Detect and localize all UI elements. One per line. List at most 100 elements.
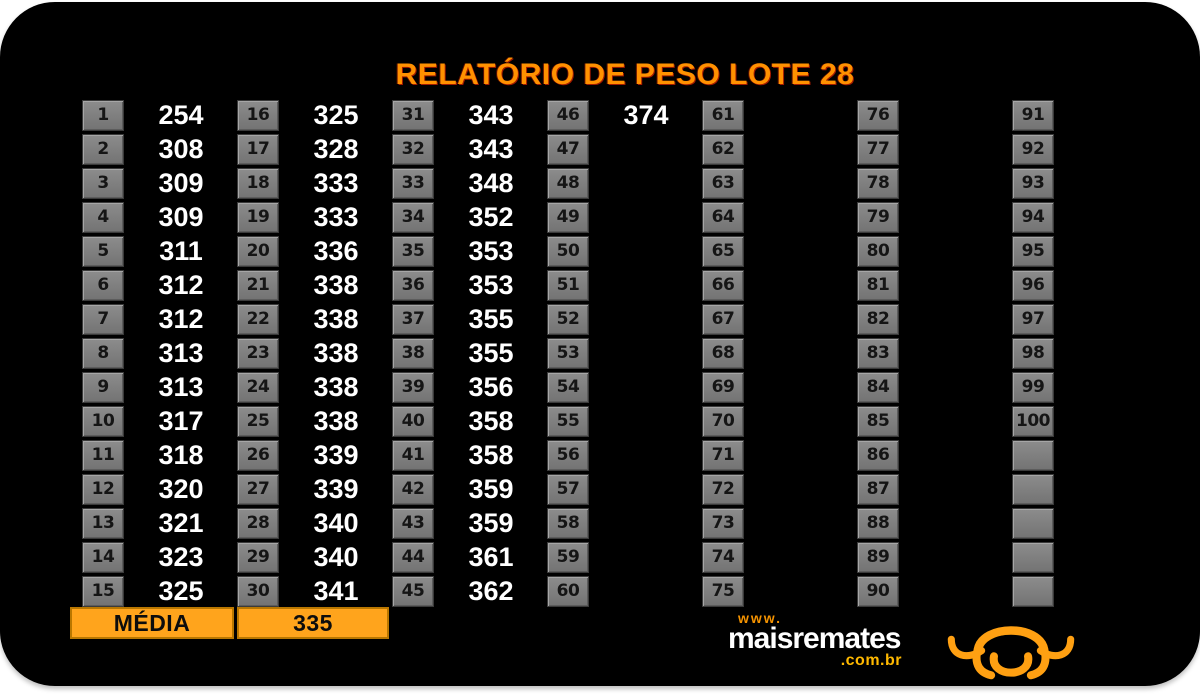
table-row: 96 <box>1012 270 1167 304</box>
animal-number-cell: 32 <box>392 134 434 165</box>
table-row: 56 <box>547 440 702 474</box>
table-row: 13 321 <box>82 508 237 542</box>
animal-number-cell: 42 <box>392 474 434 505</box>
table-row: 100 <box>1012 406 1167 440</box>
animal-number-cell: 31 <box>392 100 434 131</box>
table-row: 85 <box>857 406 1012 440</box>
animal-number-cell: 13 <box>82 508 124 539</box>
table-row: 70 <box>702 406 857 440</box>
animal-number-cell: 9 <box>82 372 124 403</box>
table-row: 51 <box>547 270 702 304</box>
animal-number-cell: 14 <box>82 542 124 573</box>
table-row: 80 <box>857 236 1012 270</box>
animal-number-cell: 16 <box>237 100 279 131</box>
animal-number-cell: 86 <box>857 440 899 471</box>
weight-value: 361 <box>468 542 514 572</box>
table-row: 25 338 <box>237 406 392 440</box>
table-row: 75 <box>702 576 857 610</box>
table-row: 69 <box>702 372 857 406</box>
animal-number-cell: 56 <box>547 440 589 471</box>
animal-number-cell: 64 <box>702 202 744 233</box>
animal-number-cell: 36 <box>392 270 434 301</box>
animal-number-cell: 19 <box>237 202 279 233</box>
empty-number-cell <box>1012 440 1054 471</box>
table-row: 72 <box>702 474 857 508</box>
table-row: 78 <box>857 168 1012 202</box>
table-row: 9 313 <box>82 372 237 406</box>
weight-value: 353 <box>468 236 514 266</box>
table-row: 43 359 <box>392 508 547 542</box>
table-row: 60 <box>547 576 702 610</box>
table-row: 66 <box>702 270 857 304</box>
table-row: 21 338 <box>237 270 392 304</box>
table-row: 90 <box>857 576 1012 610</box>
table-row: 18 333 <box>237 168 392 202</box>
table-row: 86 <box>857 440 1012 474</box>
table-row: 49 <box>547 202 702 236</box>
animal-number-cell: 55 <box>547 406 589 437</box>
weight-value: 356 <box>468 372 514 402</box>
animal-number-cell: 94 <box>1012 202 1054 233</box>
table-row: 68 <box>702 338 857 372</box>
table-row: 73 <box>702 508 857 542</box>
weight-value: 355 <box>468 338 514 368</box>
table-row: 29 340 <box>237 542 392 576</box>
weight-value: 325 <box>158 576 204 606</box>
weight-column-6: 76 77 78 79 80 81 82 83 84 85 86 87 88 89 90 <box>857 100 1012 610</box>
table-row: 1 254 <box>82 100 237 134</box>
animal-number-cell: 97 <box>1012 304 1054 335</box>
weight-value: 353 <box>468 270 514 300</box>
page-title: RELATÓRIO DE PESO LOTE 28 <box>395 58 855 91</box>
weight-value: 254 <box>158 100 204 130</box>
table-row: 37 355 <box>392 304 547 338</box>
weight-column-2: 16 325 17 328 18 333 19 333 20 336 21 338 22 338 23 338… <box>237 100 392 610</box>
weight-value: 309 <box>158 168 204 198</box>
weight-value: 374 <box>623 100 669 130</box>
animal-number-cell: 91 <box>1012 100 1054 131</box>
animal-number-cell: 79 <box>857 202 899 233</box>
table-row: 12 320 <box>82 474 237 508</box>
weight-value: 338 <box>313 270 359 300</box>
table-row: 28 340 <box>237 508 392 542</box>
brand-www-text: www. <box>738 610 783 626</box>
animal-number-cell: 90 <box>857 576 899 607</box>
weight-value: 338 <box>313 372 359 402</box>
animal-number-cell: 100 <box>1012 406 1054 437</box>
table-row: 62 <box>702 134 857 168</box>
animal-number-cell: 45 <box>392 576 434 607</box>
weight-value: 338 <box>313 304 359 334</box>
weight-column-5: 61 62 63 64 65 66 67 68 69 70 71 72 73 74 75 <box>702 100 857 610</box>
table-row: 23 338 <box>237 338 392 372</box>
table-row: 52 <box>547 304 702 338</box>
weight-value: 355 <box>468 304 514 334</box>
weight-value: 340 <box>313 542 359 572</box>
table-row: 16 325 <box>237 100 392 134</box>
weight-value: 359 <box>468 474 514 504</box>
table-row: 4 309 <box>82 202 237 236</box>
animal-number-cell: 63 <box>702 168 744 199</box>
weight-value: 339 <box>313 474 359 504</box>
weight-value: 309 <box>158 202 204 232</box>
weight-value: 312 <box>158 304 204 334</box>
animal-number-cell: 22 <box>237 304 279 335</box>
table-row: 35 353 <box>392 236 547 270</box>
animal-number-cell: 43 <box>392 508 434 539</box>
weight-value: 348 <box>468 168 514 198</box>
animal-number-cell: 38 <box>392 338 434 369</box>
weight-value: 341 <box>313 576 359 606</box>
animal-number-cell: 3 <box>82 168 124 199</box>
animal-number-cell: 34 <box>392 202 434 233</box>
animal-number-cell: 12 <box>82 474 124 505</box>
table-row: 67 <box>702 304 857 338</box>
table-row: 76 <box>857 100 1012 134</box>
table-row: 6 312 <box>82 270 237 304</box>
table-row: 97 <box>1012 304 1167 338</box>
table-row: 54 <box>547 372 702 406</box>
weight-value: 333 <box>313 168 359 198</box>
table-row: 79 <box>857 202 1012 236</box>
animal-number-cell: 23 <box>237 338 279 369</box>
animal-number-cell: 78 <box>857 168 899 199</box>
table-row: 26 339 <box>237 440 392 474</box>
table-row: 45 362 <box>392 576 547 610</box>
animal-number-cell: 95 <box>1012 236 1054 267</box>
